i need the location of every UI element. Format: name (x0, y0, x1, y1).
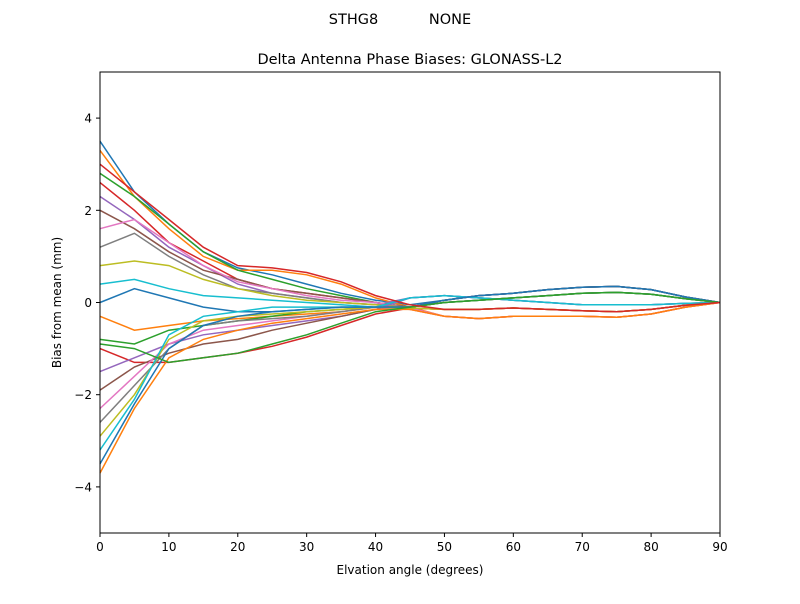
y-axis-label: Bias from mean (mm) (50, 237, 64, 368)
series-line-23 (99, 163, 721, 313)
x-tick-label: 60 (506, 540, 521, 554)
series-line-17 (99, 291, 721, 423)
series-line-19 (99, 294, 721, 451)
chart-title: Delta Antenna Phase Biases: GLONASS-L2 (257, 52, 562, 68)
series-line-12 (99, 291, 721, 345)
x-axis: 0 10 20 30 40 50 60 70 80 90 (96, 533, 728, 554)
x-tick-label: 90 (712, 540, 727, 554)
y-tick-label: −4 (74, 480, 92, 494)
x-tick-label: 30 (299, 540, 314, 554)
x-tick-label: 0 (96, 540, 104, 554)
series-line-20 (99, 285, 721, 465)
series-line-0 (99, 140, 721, 306)
x-tick-label: 70 (575, 540, 590, 554)
y-axis: −4 −2 0 2 4 (74, 112, 100, 494)
plot-lines (99, 140, 721, 474)
y-tick-label: 4 (84, 112, 92, 126)
x-tick-label: 50 (437, 540, 452, 554)
y-tick-label: 0 (84, 296, 92, 310)
x-tick-label: 20 (230, 540, 245, 554)
series-line-21 (99, 301, 721, 474)
series-line-22 (99, 291, 721, 364)
suptitle: STHG8 NONE (329, 12, 471, 28)
series-line-16 (99, 301, 721, 410)
x-tick-label: 80 (643, 540, 658, 554)
y-tick-label: 2 (84, 204, 92, 218)
axes-frame (99, 71, 721, 534)
y-tick-label: −2 (74, 388, 92, 402)
x-axis-label: Elvation angle (degrees) (337, 563, 484, 577)
x-tick-label: 10 (161, 540, 176, 554)
x-tick-label: 40 (368, 540, 383, 554)
series-line-4 (99, 195, 721, 306)
